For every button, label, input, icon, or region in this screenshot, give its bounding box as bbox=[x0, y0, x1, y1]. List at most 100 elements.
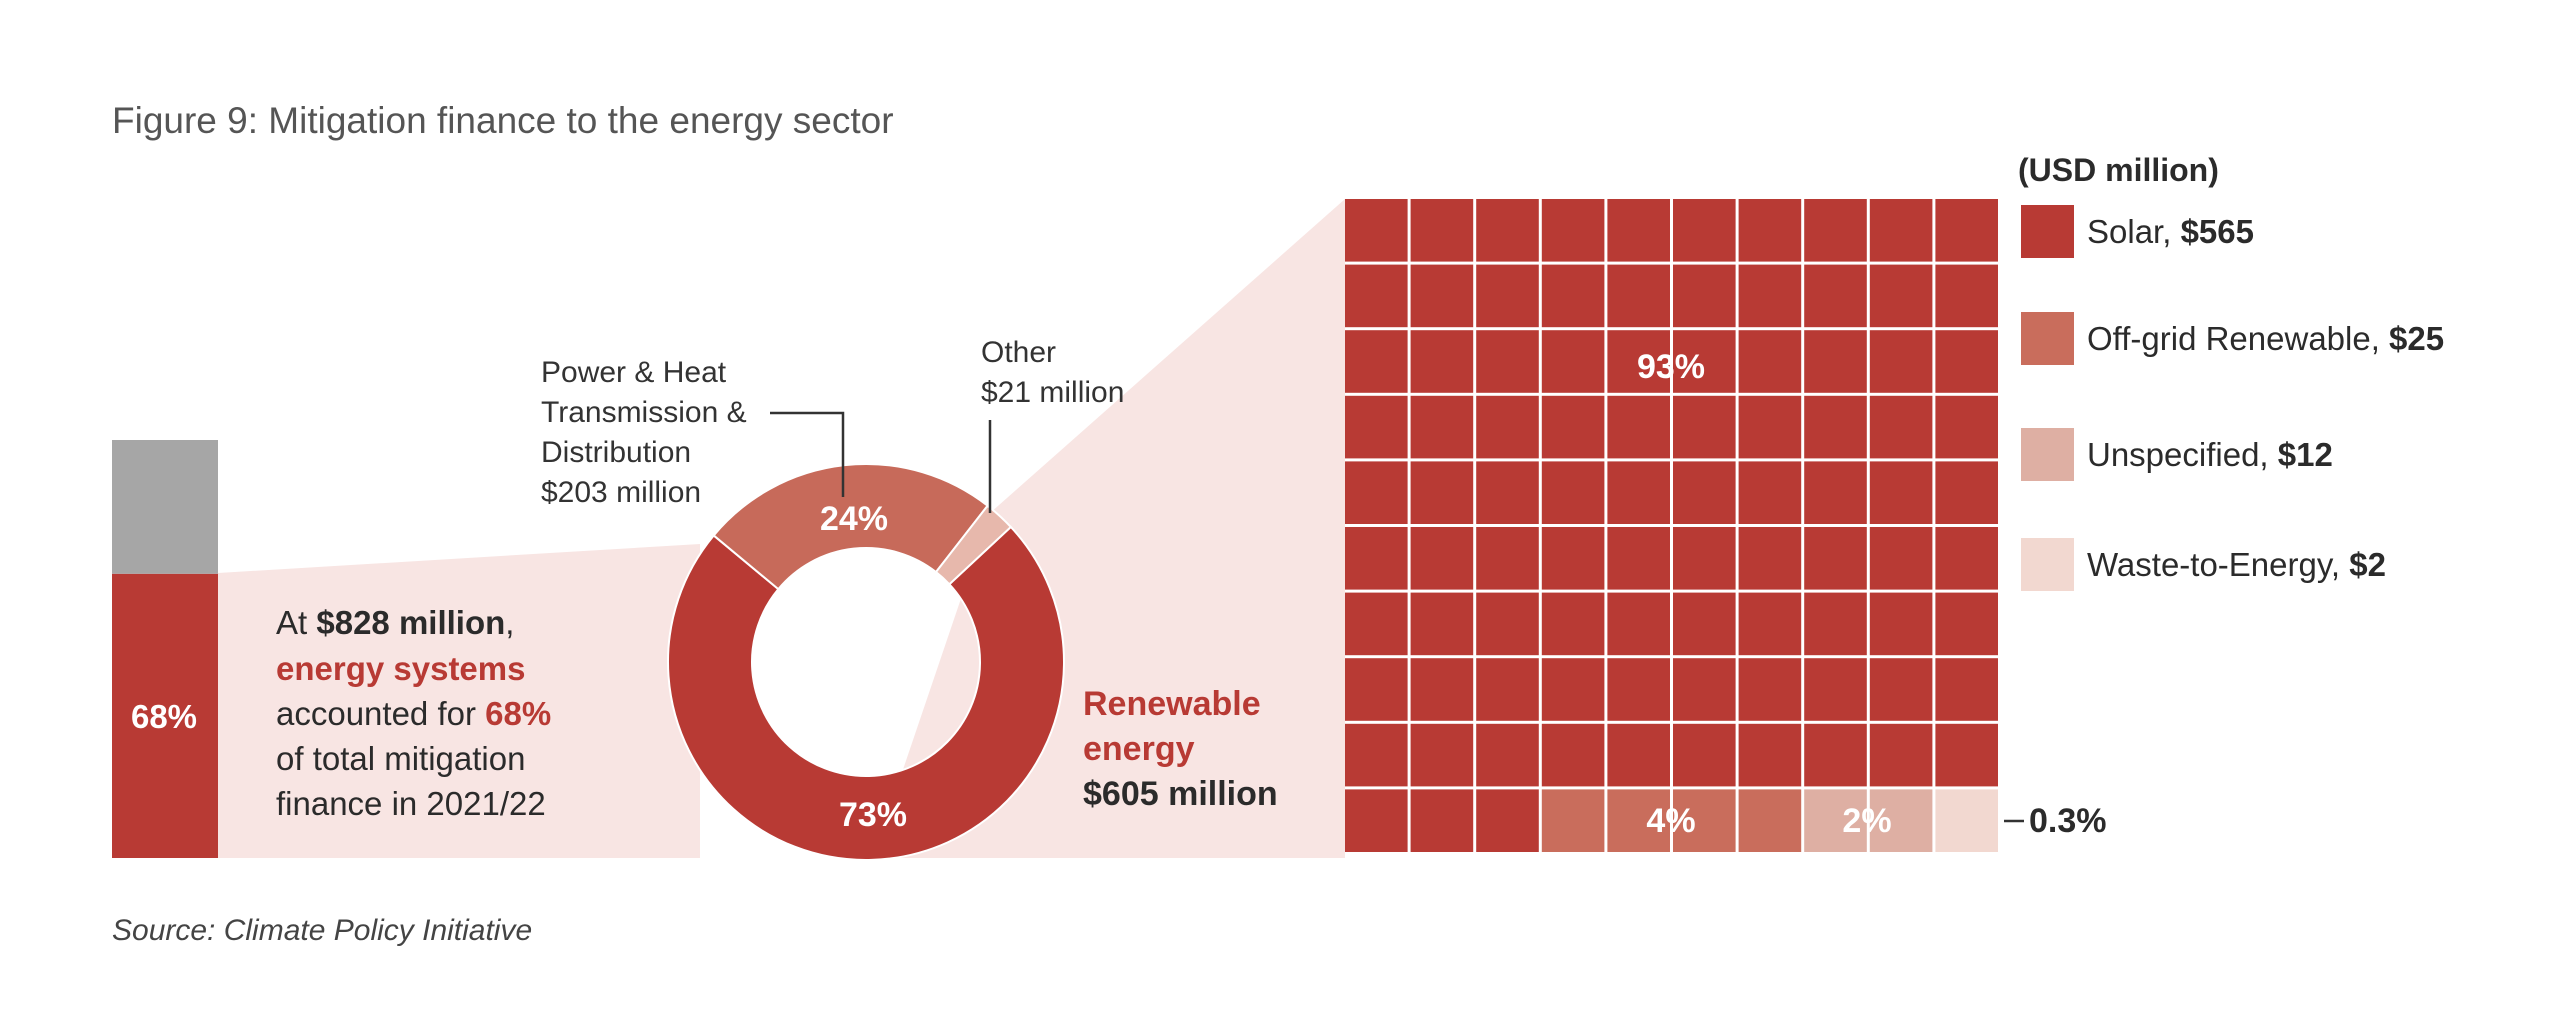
bar-segment-energy-systems bbox=[112, 573, 218, 858]
callout-tnd-line-4: $203 million bbox=[541, 476, 701, 509]
waffle-cell-solar bbox=[1476, 527, 1539, 590]
waffle-cell-solar bbox=[1804, 199, 1867, 262]
donut-slice-renewable bbox=[667, 525, 1065, 861]
waffle-cell-offgrid bbox=[1607, 789, 1670, 852]
waffle-cell-solar bbox=[1541, 264, 1605, 328]
waffle-cell-solar bbox=[1476, 395, 1539, 459]
waffle-cell-solar bbox=[1476, 658, 1539, 721]
waffle-cell-unspecified bbox=[1804, 789, 1867, 852]
waffle-cell-offgrid bbox=[1673, 789, 1736, 852]
waffle-cell-solar bbox=[1804, 330, 1867, 393]
waffle-cell-solar bbox=[1804, 264, 1867, 328]
waffle-cell-solar bbox=[1607, 199, 1670, 262]
waffle-cell-solar bbox=[1738, 461, 1802, 524]
legend-swatch-offgrid bbox=[2021, 312, 2074, 365]
donut-label-tnd: 24% bbox=[820, 500, 888, 538]
waffle-cell-solar bbox=[1673, 592, 1736, 656]
waffle-cell-solar bbox=[1935, 395, 1998, 459]
legend-name-waste: Waste-to-Energy, bbox=[2087, 546, 2349, 583]
waffle-cell-solar bbox=[1607, 527, 1670, 590]
waffle-cell-solar bbox=[1541, 527, 1605, 590]
waffle-cell-solar bbox=[1804, 658, 1867, 721]
waffle-cell-solar bbox=[1607, 592, 1670, 656]
waffle-cell-solar bbox=[1345, 264, 1408, 328]
waffle-cell-solar bbox=[1738, 330, 1802, 393]
legend-label-offgrid: Off-grid Renewable, $25 bbox=[2087, 320, 2444, 357]
waffle-cell-solar bbox=[1410, 592, 1474, 656]
waffle-cell-solar bbox=[1869, 199, 1933, 262]
callout-renewable-line-2: energy bbox=[1083, 730, 1195, 768]
waffle-cell-solar bbox=[1541, 658, 1605, 721]
annotation-line-3: accounted for 68% bbox=[276, 695, 551, 732]
stacked-bar bbox=[112, 440, 218, 858]
waffle-cell-solar bbox=[1541, 723, 1605, 787]
legend: Solar, $565 Off-grid Renewable, $25 Unspec… bbox=[2021, 205, 2444, 591]
waffle-label-unspecified: 2% bbox=[1842, 802, 1891, 840]
waffle-cell-solar bbox=[1935, 330, 1998, 393]
waffle-cell-solar bbox=[1410, 723, 1474, 787]
callout-other-line-1: Other bbox=[981, 336, 1056, 369]
waffle-cell-solar bbox=[1804, 395, 1867, 459]
waffle-cell-solar bbox=[1607, 264, 1670, 328]
legend-title: (USD million) bbox=[2018, 152, 2219, 188]
annotation-line-1: At $828 million, bbox=[276, 604, 514, 641]
waffle-cell-solar bbox=[1345, 723, 1408, 787]
legend-value-offgrid: $25 bbox=[2389, 320, 2444, 357]
waffle-cell-solar bbox=[1935, 527, 1998, 590]
waffle-cell-offgrid bbox=[1541, 789, 1605, 852]
waffle-cell-solar bbox=[1673, 527, 1736, 590]
callout-other-line-2: $21 million bbox=[981, 376, 1124, 409]
legend-name-unspecified: Unspecified, bbox=[2087, 436, 2278, 473]
waffle-cell-solar bbox=[1607, 395, 1670, 459]
legend-value-solar: $565 bbox=[2181, 213, 2254, 250]
waffle-cell-solar bbox=[1673, 330, 1736, 393]
waffle-cell-solar bbox=[1541, 461, 1605, 524]
waffle-label-solar: 93% bbox=[1637, 348, 1705, 386]
waffle-cell-solar bbox=[1869, 264, 1933, 328]
callout-tnd-line-2: Transmission & bbox=[541, 396, 747, 429]
waffle-cell-offgrid bbox=[1738, 789, 1802, 852]
waffle-cell-solar bbox=[1410, 330, 1474, 393]
waffle-cell-unspecified bbox=[1869, 789, 1933, 852]
waffle-cell-solar bbox=[1869, 723, 1933, 787]
legend-swatch-waste bbox=[2021, 538, 2074, 591]
waffle-cell-solar bbox=[1541, 199, 1605, 262]
legend-swatch-solar bbox=[2021, 205, 2074, 258]
donut-slice-other bbox=[934, 504, 1013, 586]
waffle-chart bbox=[1345, 199, 1998, 852]
waffle-cell-solar bbox=[1476, 461, 1539, 524]
waffle-cell-solar bbox=[1738, 592, 1802, 656]
legend-name-offgrid: Off-grid Renewable, bbox=[2087, 320, 2389, 357]
waffle-cell-solar bbox=[1869, 527, 1933, 590]
waffle-cell-solar bbox=[1738, 723, 1802, 787]
waffle-cell-solar bbox=[1673, 461, 1736, 524]
donut-chart bbox=[667, 463, 1065, 861]
bar-percent-label: 68% bbox=[131, 698, 197, 735]
waffle-cell-solar bbox=[1476, 264, 1539, 328]
waffle-cell-solar bbox=[1869, 592, 1933, 656]
waffle-cell-solar bbox=[1345, 199, 1408, 262]
legend-value-waste: $2 bbox=[2349, 546, 2386, 583]
callout-tnd: Power & Heat Transmission & Distribution… bbox=[541, 356, 845, 509]
source-note: Source: Climate Policy Initiative bbox=[112, 914, 532, 947]
waffle-cell-solar bbox=[1541, 592, 1605, 656]
waffle-cell-solar bbox=[1935, 461, 1998, 524]
callout-tnd-line-1: Power & Heat bbox=[541, 356, 727, 389]
waffle-cell-solar bbox=[1738, 527, 1802, 590]
waffle-cell-solar bbox=[1476, 789, 1539, 852]
waffle-cell-solar bbox=[1869, 395, 1933, 459]
waffle-cell-solar bbox=[1410, 199, 1474, 262]
callout-other: Other $21 million bbox=[981, 336, 1124, 513]
waffle-cell-solar bbox=[1541, 395, 1605, 459]
waffle-cell-solar bbox=[1804, 723, 1867, 787]
waffle-cell-solar bbox=[1935, 199, 1998, 262]
waffle-label-offgrid: 4% bbox=[1646, 802, 1695, 840]
waffle-cell-solar bbox=[1410, 789, 1474, 852]
waffle-cell-solar bbox=[1345, 461, 1408, 524]
legend-label-waste: Waste-to-Energy, $2 bbox=[2087, 546, 2386, 583]
waffle-cell-solar bbox=[1607, 658, 1670, 721]
legend-value-unspecified: $12 bbox=[2278, 436, 2333, 473]
waffle-cell-solar bbox=[1738, 199, 1802, 262]
waffle-cell-solar bbox=[1673, 658, 1736, 721]
